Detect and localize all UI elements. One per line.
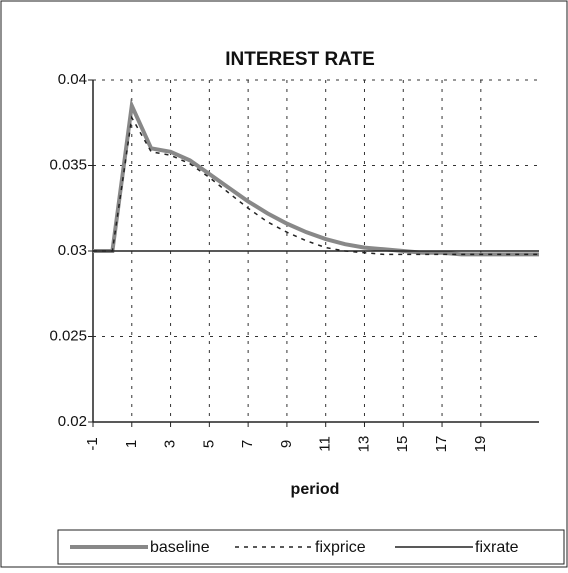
- legend-box: [57, 529, 565, 565]
- y-tick-label: 0.04: [58, 71, 87, 88]
- x-tick-label: 19: [472, 436, 489, 453]
- x-tick-label: 7: [239, 440, 256, 448]
- x-tick-label: 15: [394, 436, 411, 453]
- legend-label: fixrate: [475, 539, 519, 556]
- x-tick-label: 11: [317, 436, 334, 452]
- y-tick-label: 0.02: [58, 413, 87, 430]
- legend-label: fixprice: [315, 539, 366, 556]
- y-tick-label: 0.025: [49, 327, 87, 344]
- x-tick-label: 9: [278, 440, 295, 448]
- x-axis-title: period: [291, 481, 340, 498]
- chart-title: INTEREST RATE: [225, 49, 375, 70]
- x-tick-label: 13: [355, 436, 372, 453]
- y-tick-label: 0.035: [49, 156, 87, 173]
- legend-label: baseline: [150, 539, 210, 556]
- y-tick-label: 0.03: [58, 242, 87, 259]
- line-series: [93, 98, 539, 257]
- x-tick-label: -1: [84, 437, 101, 450]
- x-tick-label: 1: [123, 440, 140, 448]
- x-tick-label: 17: [433, 436, 450, 453]
- x-tick-label: 3: [162, 440, 179, 448]
- x-tick-label: 5: [200, 440, 217, 448]
- line-series: [93, 115, 539, 256]
